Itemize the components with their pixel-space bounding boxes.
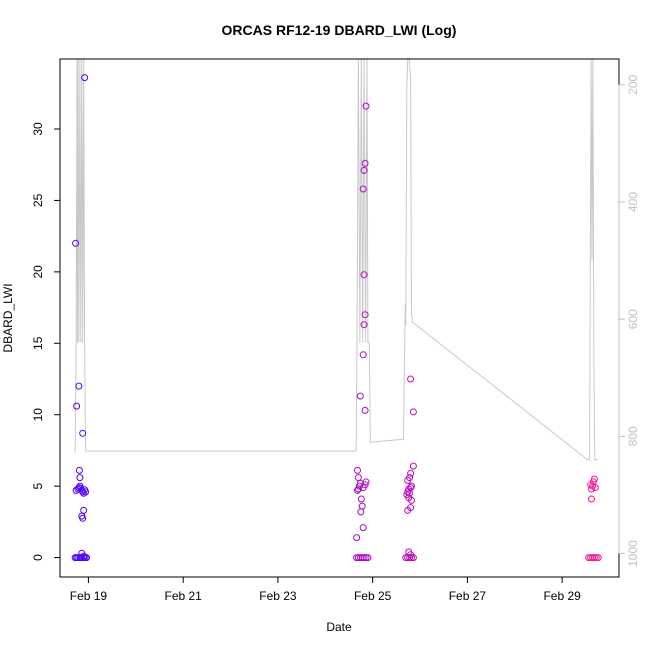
data-point [81, 74, 89, 82]
y-tick-label: 25 [31, 193, 45, 207]
data-point [80, 506, 88, 514]
data-point [407, 484, 415, 492]
data-point [407, 375, 415, 383]
data-point [360, 271, 368, 279]
series-line [74, 57, 598, 461]
data-point [354, 474, 362, 482]
y-tick-label: 15 [31, 336, 45, 350]
data-point [361, 311, 369, 319]
data-point [361, 406, 369, 414]
data-point [82, 488, 90, 496]
data-point [588, 495, 595, 503]
data-point [358, 502, 366, 510]
y2-tick-label: 1000 [626, 540, 640, 567]
data-point [75, 382, 83, 390]
data-point [80, 552, 88, 560]
data-point [408, 496, 415, 504]
data-point [408, 554, 415, 562]
data-point [360, 554, 368, 562]
y2-tick-label: 400 [626, 192, 640, 212]
data-point [364, 554, 372, 562]
x-axis: Feb 19 Feb 21 Feb 23 Feb 25 Feb 27 Feb 29 [70, 576, 581, 603]
data-point [361, 481, 369, 489]
data-point [353, 534, 361, 542]
x-tick-label: Feb 25 [354, 589, 392, 603]
secondary-y-axis: 200 400 600 800 1000 [618, 74, 640, 567]
data-point [362, 102, 370, 110]
x-axis-label: Date [326, 620, 352, 634]
y-axis-label: DBARD_LWI [1, 283, 15, 352]
data-point [78, 554, 86, 562]
data-point [356, 392, 364, 400]
y-tick-label: 0 [31, 554, 45, 561]
data-point [354, 486, 361, 494]
y-tick-label: 20 [31, 265, 45, 279]
data-point [80, 489, 88, 497]
y-tick-label: 30 [31, 122, 45, 136]
data-point [357, 495, 365, 503]
data-point [592, 554, 600, 562]
data-point [73, 402, 81, 410]
data-point [591, 484, 599, 492]
data-point [407, 551, 415, 559]
data-point [406, 474, 414, 482]
data-point [362, 554, 370, 562]
data-point [590, 475, 598, 483]
y-tick-label: 10 [31, 408, 45, 422]
y-axis: 0 5 10 15 20 25 30 [31, 122, 61, 561]
data-point [359, 351, 367, 359]
x-tick-label: Feb 21 [164, 589, 202, 603]
y2-tick-label: 800 [626, 426, 640, 446]
data-point [76, 554, 84, 562]
data-point [590, 554, 598, 562]
data-point [408, 482, 415, 490]
x-tick-label: Feb 27 [449, 589, 487, 603]
data-point [359, 524, 367, 532]
data-point [360, 166, 368, 174]
data-point [357, 508, 365, 516]
data-point [409, 462, 417, 470]
x-tick-label: Feb 29 [543, 589, 581, 603]
data-point [76, 474, 84, 482]
data-point [594, 554, 602, 562]
y2-tick-label: 600 [626, 309, 640, 329]
data-point [361, 159, 369, 167]
data-point [79, 488, 87, 496]
data-point [362, 478, 370, 486]
data-point [359, 185, 367, 193]
data-point [72, 239, 80, 247]
data-point [407, 504, 415, 512]
chart-title: ORCAS RF12-19 DBARD_LWI (Log) [222, 22, 457, 38]
data-point [79, 514, 87, 522]
data-point [407, 469, 415, 477]
x-tick-label: Feb 19 [70, 589, 108, 603]
data-point [360, 321, 368, 329]
data-point [409, 408, 417, 416]
y2-tick-label: 200 [626, 74, 640, 94]
data-point [79, 429, 87, 437]
data-point [75, 466, 83, 474]
data-point [588, 485, 595, 493]
plot-frame [59, 58, 620, 578]
x-tick-label: Feb 23 [259, 589, 297, 603]
y-tick-label: 5 [31, 482, 45, 489]
data-point [354, 466, 361, 474]
